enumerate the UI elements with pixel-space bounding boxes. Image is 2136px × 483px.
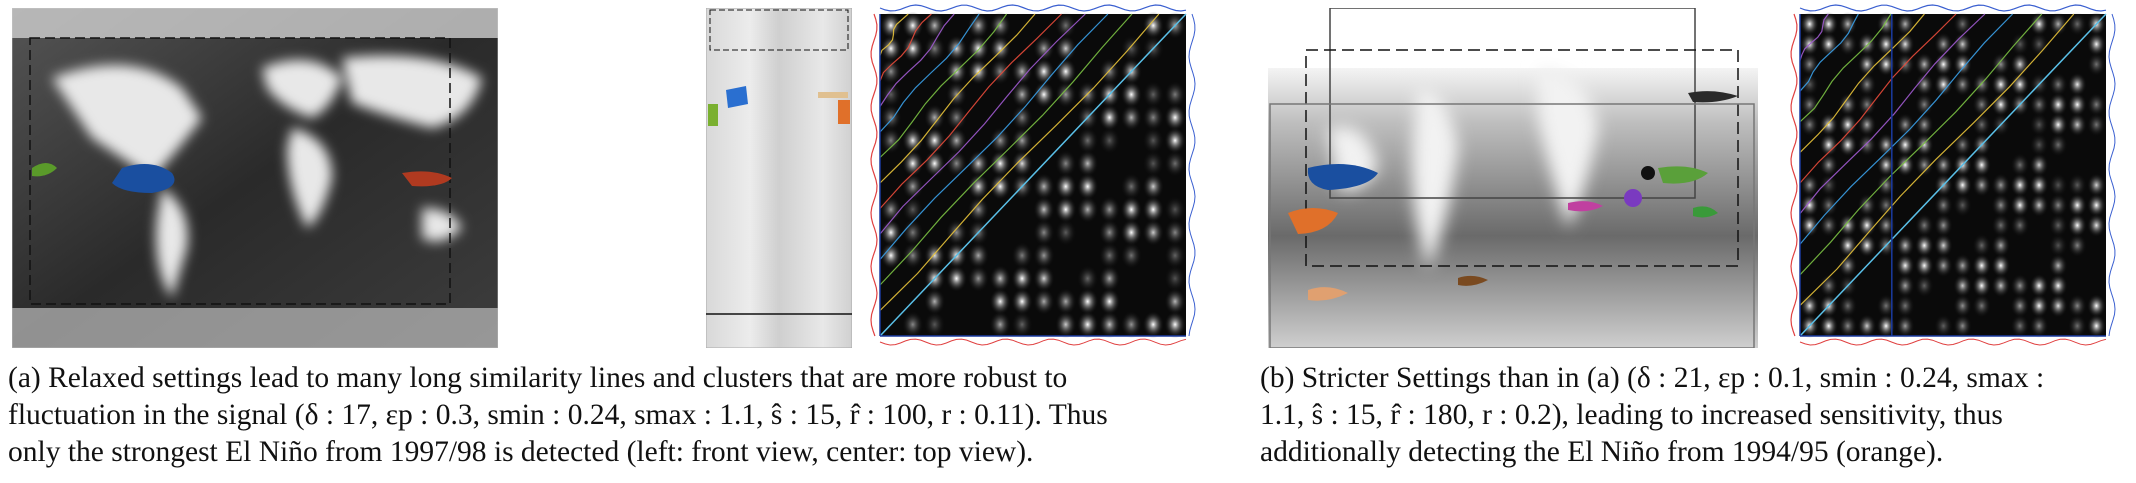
similarity-lines <box>879 13 1160 311</box>
panel-a-similarity-matrix <box>866 2 1200 348</box>
top-cluster-green <box>708 104 718 126</box>
matrix-diagonal <box>1799 13 2107 337</box>
top-view-render-a <box>706 8 852 348</box>
matrix-diagonal <box>879 13 1187 337</box>
panel-a-top-view <box>706 8 852 348</box>
caption-a-line: fluctuation in the signal (δ : 17, εp : … <box>8 399 1108 431</box>
cluster-red <box>402 171 452 187</box>
cluster-black <box>1641 166 1655 180</box>
caption-b-line: (b) Stricter Settings than in (a) (δ : 2… <box>1260 362 2045 394</box>
caption-b: (b) Stricter Settings than in (a) (δ : 2… <box>1260 360 2128 471</box>
el-nino-1997-cluster-b <box>1307 164 1378 190</box>
cluster-purple <box>1624 189 1642 207</box>
cluster-magenta <box>1568 201 1603 212</box>
cluster-green <box>32 163 57 177</box>
caption-b-line: 1.1, ŝ : 15, r̂ : 180, r : 0.2), leading… <box>1260 399 2003 431</box>
signal-left <box>870 13 878 337</box>
caption-a: (a) Relaxed settings lead to many long s… <box>8 360 1212 471</box>
cluster-green-c <box>1693 206 1718 218</box>
el-nino-1994-cluster <box>1288 208 1338 234</box>
caption-a-line: (a) Relaxed settings lead to many long s… <box>8 362 1068 394</box>
cluster-brown <box>1458 275 1488 286</box>
panel-b-similarity-matrix <box>1786 2 2120 348</box>
cluster-green-b <box>1658 166 1708 184</box>
front-view-render-a <box>12 8 498 348</box>
signal-top <box>1799 4 2107 12</box>
panel-b-front-view <box>1268 8 1758 348</box>
cluster-dark <box>1688 91 1738 103</box>
top-cluster-blue <box>726 86 748 108</box>
front-view-render-b <box>1268 8 1758 348</box>
top-cluster-tan <box>818 92 848 98</box>
similarity-lines <box>1799 13 2075 306</box>
panel-a-front-view <box>12 8 498 348</box>
top-cluster-orange <box>838 100 850 124</box>
similarity-matrix-a <box>870 4 1196 346</box>
cluster-light-orange <box>1308 287 1348 301</box>
el-nino-1997-cluster <box>112 164 175 193</box>
signal-top <box>879 4 1187 12</box>
signal-left <box>1790 13 1798 337</box>
caption-b-line: additionally detecting the El Niño from … <box>1260 436 1944 468</box>
continent-shapes <box>52 55 482 298</box>
similarity-matrix-b <box>1790 4 2116 346</box>
caption-a-line: only the strongest El Niño from 1997/98 … <box>8 436 1034 468</box>
